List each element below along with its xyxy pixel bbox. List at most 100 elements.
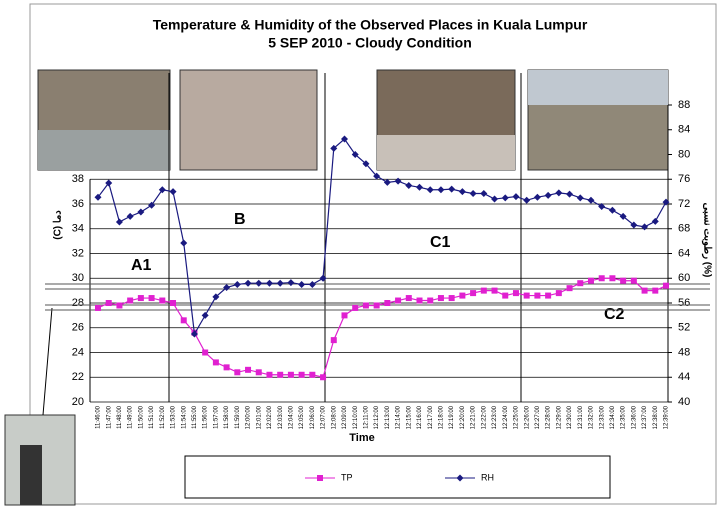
marker <box>233 280 241 288</box>
marker <box>266 371 273 378</box>
x-tick-label: 12:38:00 <box>653 405 659 429</box>
x-tick-label: 12:10:00 <box>353 405 359 429</box>
marker <box>265 279 273 287</box>
x-tick-label: 11:50:00 <box>138 405 144 429</box>
marker <box>308 280 316 288</box>
annotation: C1 <box>430 234 451 251</box>
marker <box>609 275 616 282</box>
x-tick-label: 11:47:00 <box>106 405 112 429</box>
marker <box>244 279 252 287</box>
marker <box>555 290 562 297</box>
x-tick-label: 12:00:00 <box>246 405 252 429</box>
x-tick-label: 12:11:00 <box>364 405 370 429</box>
x-tick-label: 12:09:00 <box>342 405 348 429</box>
x-tick-label: 12:37:00 <box>642 405 648 429</box>
marker <box>330 337 337 344</box>
marker <box>437 186 445 194</box>
marker <box>234 369 241 376</box>
marker <box>576 194 584 202</box>
marker <box>641 287 648 294</box>
marker <box>373 302 380 309</box>
x-tick-label: 11:46:00 <box>96 405 102 429</box>
marker <box>277 371 284 378</box>
marker <box>148 295 155 302</box>
marker <box>598 202 606 210</box>
marker <box>587 277 594 284</box>
x-tick-label: 12:08:00 <box>331 405 337 429</box>
y2-tick-label: 88 <box>678 99 690 111</box>
chart-title: Temperature & Humidity of the Observed P… <box>153 17 588 33</box>
marker <box>105 179 113 187</box>
y2-tick-label: 72 <box>678 198 690 210</box>
marker <box>148 201 156 209</box>
marker <box>555 189 563 197</box>
marker <box>245 366 252 373</box>
annotation: A1 <box>131 257 152 274</box>
marker <box>480 189 488 197</box>
y-tick-label: 34 <box>72 223 84 235</box>
marker <box>491 287 498 294</box>
x-tick-label: 12:21:00 <box>471 405 477 429</box>
y2-tick-label: 84 <box>678 124 690 136</box>
y-tick-label: 28 <box>72 297 84 309</box>
marker <box>630 277 637 284</box>
marker <box>480 287 487 294</box>
marker <box>340 135 348 143</box>
marker <box>587 196 595 204</box>
marker <box>341 312 348 319</box>
x-tick-label: 12:35:00 <box>621 405 627 429</box>
marker <box>651 217 659 225</box>
x-tick-label: 11:51:00 <box>149 405 155 429</box>
marker <box>512 193 520 201</box>
x-tick-label: 12:20:00 <box>460 405 466 429</box>
y2-tick-label: 64 <box>678 247 690 259</box>
marker <box>458 188 466 196</box>
marker <box>491 195 499 203</box>
marker <box>362 160 370 168</box>
y-tick-label: 30 <box>72 272 84 284</box>
x-tick-label: 12:26:00 <box>524 405 530 429</box>
x-tick-label: 11:48:00 <box>117 405 123 429</box>
x-tick-label: 12:22:00 <box>481 405 487 429</box>
x-tick-label: 12:28:00 <box>546 405 552 429</box>
marker <box>201 311 209 319</box>
marker <box>116 302 123 309</box>
marker <box>94 193 102 201</box>
marker <box>459 292 466 299</box>
marker <box>501 194 509 202</box>
marker <box>662 198 670 206</box>
x-tick-label: 11:53:00 <box>171 405 177 429</box>
x-tick-label: 11:54:00 <box>181 405 187 429</box>
y-tick-label: 22 <box>72 371 84 383</box>
marker <box>566 285 573 292</box>
marker <box>317 475 323 481</box>
marker <box>159 297 166 304</box>
marker <box>523 196 531 204</box>
x-tick-label: 12:31:00 <box>578 405 584 429</box>
x-tick-label: 11:59:00 <box>235 405 241 429</box>
y2-tick-label: 48 <box>678 346 690 358</box>
marker <box>608 206 616 214</box>
x-tick-label: 12:33:00 <box>599 405 605 429</box>
x-tick-label: 12:39:00 <box>664 405 670 429</box>
marker <box>319 274 327 282</box>
x-tick-label: 12:27:00 <box>535 405 541 429</box>
marker <box>394 177 402 185</box>
marker <box>533 193 541 201</box>
y-tick-label: 26 <box>72 322 84 334</box>
marker <box>223 364 230 371</box>
y2-tick-label: 52 <box>678 322 690 334</box>
x-tick-label: 12:05:00 <box>299 405 305 429</box>
marker <box>115 218 123 226</box>
marker <box>158 186 166 194</box>
annotation: C2 <box>604 306 625 323</box>
y2-tick-label: 44 <box>678 371 690 383</box>
marker <box>287 279 295 287</box>
marker <box>105 300 112 306</box>
marker <box>405 181 413 189</box>
marker <box>405 295 412 302</box>
x-tick-label: 12:03:00 <box>278 405 284 429</box>
chart-subtitle: 5 SEP 2010 - Cloudy Condition <box>268 35 472 51</box>
marker <box>330 144 338 152</box>
x-tick-label: 12:34:00 <box>610 405 616 429</box>
